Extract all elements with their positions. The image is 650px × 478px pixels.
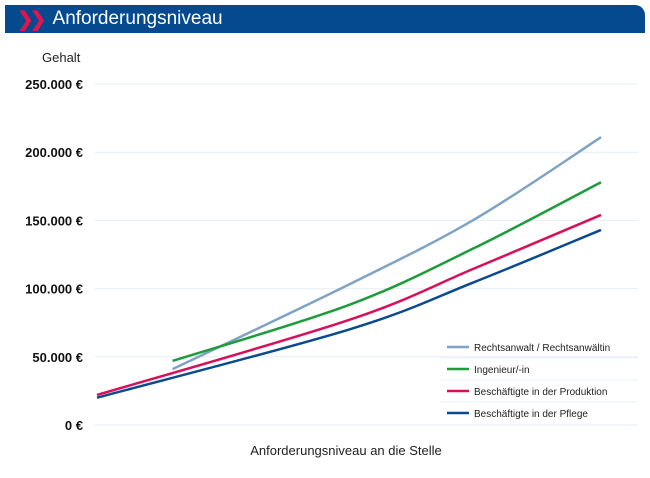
y-tick-label: 200.000 € <box>25 145 83 160</box>
x-axis-label: Anforderungsniveau an die Stelle <box>250 443 442 458</box>
legend-label: Beschäftigte in der Produktion <box>474 387 607 398</box>
double-chevron-right-icon: ❯❯ <box>17 8 46 31</box>
legend-label: Rechtsanwalt / Rechtsanwältin <box>474 343 610 354</box>
series-line-2 <box>96 213 602 397</box>
y-tick-label: 50.000 € <box>32 350 83 365</box>
chart-header: ❯❯ Anforderungsniveau <box>5 5 645 33</box>
y-tick-label: 150.000 € <box>25 213 83 228</box>
y-tick-label: 250.000 € <box>25 77 83 92</box>
series-line-1 <box>172 181 602 363</box>
legend-label: Beschäftigte in der Pflege <box>474 409 588 420</box>
series-line-3 <box>96 228 602 399</box>
y-tick-label: 100.000 € <box>25 282 83 297</box>
y-tick-label: 0 € <box>65 418 83 433</box>
series-line-0 <box>172 136 602 371</box>
chart-title: Anforderungsniveau <box>52 8 223 29</box>
legend-label: Ingenieur/-in <box>474 365 530 376</box>
y-axis-label: Gehalt <box>42 50 81 65</box>
